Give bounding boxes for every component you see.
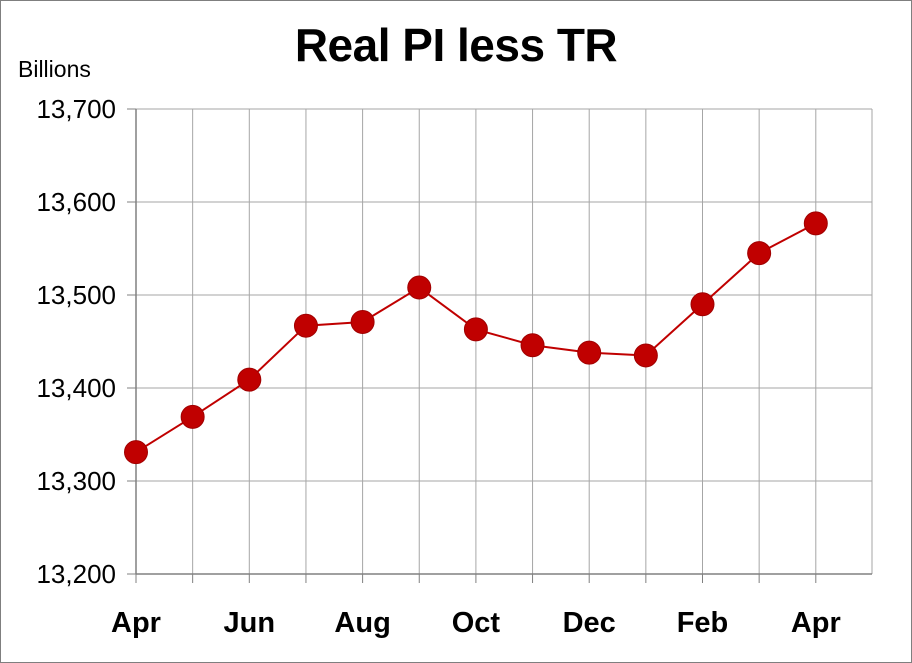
x-tick-label: Apr: [791, 607, 841, 639]
data-point: [180, 404, 205, 429]
data-point: [350, 309, 375, 334]
x-tick-label: Oct: [452, 607, 501, 639]
series: [124, 211, 828, 465]
data-point: [577, 340, 602, 365]
y-tick-label: 13,700: [36, 94, 116, 124]
y-axis-unit-label: Billions: [18, 56, 91, 82]
gridlines: [135, 108, 873, 574]
data-point: [690, 292, 715, 317]
x-tick-label: Dec: [563, 607, 616, 639]
y-tick-labels: 13,200 13,300 13,400 13,500 13,600 13,700: [36, 94, 116, 589]
data-point: [803, 211, 828, 236]
data-point: [407, 275, 432, 300]
data-point: [633, 343, 658, 368]
x-tick-label: Aug: [334, 607, 390, 639]
y-tick-label: 13,200: [36, 559, 116, 589]
chart-title: Real PI less TR: [294, 19, 618, 71]
data-point: [124, 440, 148, 465]
axes: [127, 108, 872, 583]
data-point: [747, 241, 772, 266]
x-tick-label: Apr: [111, 607, 161, 639]
x-tick-labels: Apr Jun Aug Oct Dec Feb Apr: [111, 607, 841, 639]
x-tick-label: Feb: [677, 607, 729, 639]
y-tick-label: 13,500: [36, 280, 116, 310]
data-point: [237, 367, 262, 392]
x-tick-label: Jun: [224, 607, 276, 639]
y-tick-label: 13,400: [36, 373, 116, 403]
data-point: [293, 313, 318, 338]
data-point: [520, 333, 545, 358]
data-point: [463, 317, 488, 342]
y-tick-label: 13,300: [36, 466, 116, 496]
y-tick-label: 13,600: [36, 187, 116, 217]
